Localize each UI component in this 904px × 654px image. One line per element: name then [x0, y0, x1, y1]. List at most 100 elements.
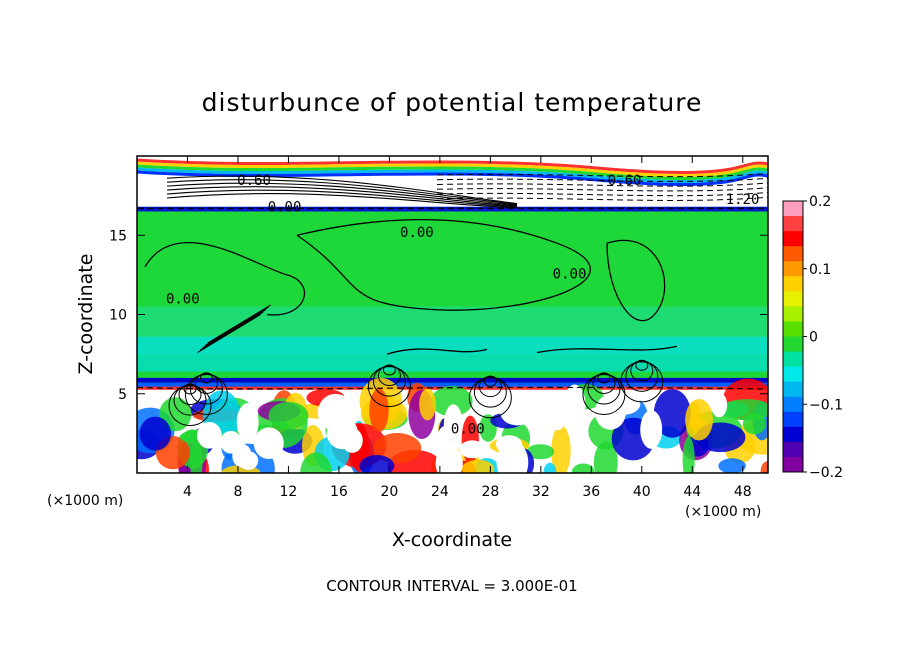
- contour-streak: [204, 306, 269, 346]
- x-tick-label: 20: [380, 484, 398, 500]
- contour-positive: [166, 193, 518, 209]
- contour-interval-note: CONTOUR INTERVAL = 3.000E-01: [326, 577, 577, 595]
- field-blob: [300, 452, 332, 473]
- field-blob: [718, 458, 746, 473]
- colorbar-swatch: [783, 441, 803, 458]
- contour-plume: [367, 366, 411, 408]
- colorbar-swatch: [783, 396, 803, 413]
- field-blob: [685, 398, 713, 441]
- y-axis: 5 10 15: [109, 228, 768, 403]
- contour-negative: [436, 177, 768, 182]
- inversion-stripe: [137, 382, 768, 388]
- x-tick-label: 28: [481, 484, 499, 500]
- contour-streak: [197, 314, 261, 353]
- contour-plume: [630, 360, 654, 382]
- inversion-stripe: [137, 377, 768, 383]
- contour-positive: [166, 182, 518, 206]
- contour-negative: [436, 187, 768, 192]
- contour-plume: [592, 372, 616, 394]
- field-blob-white: [253, 427, 284, 460]
- chart-title: disturbunce of potential temperature: [202, 88, 703, 117]
- colorbar-tick-label: 0.1: [809, 262, 831, 278]
- colorbar-swatch: [783, 261, 803, 277]
- contour-plume: [478, 376, 502, 398]
- field-blob-white: [594, 394, 626, 430]
- contour-plume: [620, 361, 664, 403]
- field-blob: [139, 416, 172, 451]
- field-blob: [571, 463, 595, 473]
- upper-color-band: [137, 158, 768, 174]
- contour-plume: [587, 373, 621, 405]
- contour-positive: [166, 175, 518, 205]
- colorbar-tick-label: 0.2: [809, 194, 831, 210]
- contour-zero: [386, 348, 488, 355]
- x-tick-label: 24: [431, 484, 449, 500]
- field-blob-white: [563, 384, 586, 426]
- field-band-cyan-strong: [137, 336, 768, 372]
- contour-label: 0.00: [451, 422, 485, 438]
- field-blob: [526, 444, 555, 460]
- field-blob-white: [236, 403, 259, 442]
- contour-zero: [144, 242, 305, 316]
- field-blob: [461, 459, 495, 473]
- contour-plume: [377, 365, 401, 387]
- contour-plume: [635, 359, 649, 371]
- field-blob-white: [548, 410, 566, 431]
- upper-base-band: [137, 206, 768, 212]
- field-blob: [543, 462, 557, 473]
- field-blob: [682, 436, 695, 473]
- y-axis-label: Z-coordinate: [75, 254, 97, 375]
- x-axis-label: X-coordinate: [392, 529, 512, 551]
- contour-positive: [166, 189, 518, 208]
- colorbar-swatch: [783, 426, 803, 443]
- colorbar-swatch: [783, 231, 803, 247]
- contour-plume: [483, 375, 497, 387]
- contour-label: 0.00: [400, 225, 434, 241]
- field-blob-white: [640, 410, 663, 449]
- x-tick-label: 4: [183, 484, 192, 500]
- field-blob: [373, 433, 422, 464]
- contour-plume: [199, 372, 213, 384]
- contour-plume: [473, 376, 507, 408]
- contour-zero: [606, 239, 666, 322]
- colorbar-swatch: [783, 411, 803, 428]
- upper-color-band: [137, 170, 768, 186]
- contour-streak: [199, 311, 264, 351]
- plot-area: 0.60 0.00 -0.60 1.20 0.00 0.00 0.00 0.00: [137, 156, 768, 473]
- contour-zero: [296, 218, 591, 311]
- field-blob-white: [711, 392, 728, 418]
- contour-negative: [436, 196, 768, 201]
- field-blob: [369, 388, 389, 433]
- x-tick-label: 40: [633, 484, 651, 500]
- colorbar-swatch: [783, 216, 803, 232]
- x-tick-label: 8: [233, 484, 242, 500]
- field-blob: [419, 388, 436, 421]
- contour-plume: [189, 373, 223, 405]
- contour-negative: [436, 191, 768, 197]
- field-blob-white: [499, 398, 536, 426]
- colorbar-swatch: [783, 306, 803, 322]
- x-unit-label-right: (×1000 m): [685, 504, 761, 520]
- colorbar-swatch: [783, 321, 803, 337]
- colorbar-swatch: [783, 351, 803, 368]
- contour-plume: [372, 365, 406, 397]
- colorbar-swatch: [783, 381, 803, 398]
- contour-plume: [625, 360, 659, 392]
- contour-label: 0.00: [166, 292, 200, 308]
- colorbar-swatch: [783, 201, 803, 217]
- colorbar-swatch: [783, 366, 803, 383]
- colorbar-swatch: [783, 246, 803, 262]
- field-blob-white: [317, 393, 354, 432]
- colorbar-swatch: [783, 336, 803, 353]
- contour-plume: [382, 364, 396, 376]
- contour-label: -0.60: [599, 173, 641, 189]
- field-blob-white: [443, 404, 463, 446]
- contour-plume: [173, 384, 207, 416]
- x-tick-label: 44: [683, 484, 701, 500]
- colorbar-swatch: [783, 291, 803, 307]
- contour-plume: [183, 383, 197, 395]
- field-blob: [653, 389, 691, 438]
- x-unit-label-left: (×1000 m): [47, 493, 123, 509]
- upper-color-band: [137, 161, 768, 177]
